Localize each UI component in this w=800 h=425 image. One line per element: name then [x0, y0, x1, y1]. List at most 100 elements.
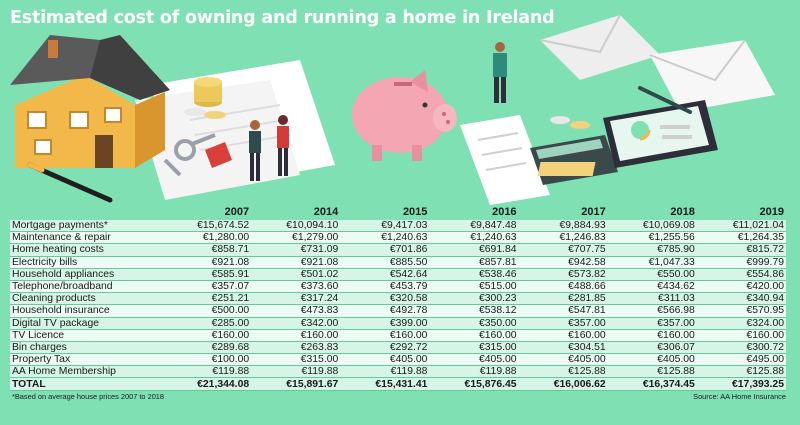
cost-cell: €160.00 — [340, 329, 430, 342]
cost-cell: €251.21 — [162, 292, 252, 306]
cost-cell: €100.00 — [162, 353, 252, 367]
cost-cell: €515.00 — [429, 280, 519, 294]
row-label: Household appliances — [10, 268, 162, 281]
table-row: AA Home Membership €119.88 €119.88 €119.88 €… — [10, 365, 786, 379]
cost-cell: €317.24 — [251, 292, 341, 306]
cost-cell: €573.82 — [518, 268, 608, 281]
cost-cell: €300.23 — [429, 292, 519, 306]
total-cell: €15,431.41 — [340, 377, 430, 391]
cost-cell: €320.58 — [340, 292, 430, 306]
bills-paper — [460, 115, 550, 205]
cost-cell: €125.88 — [696, 365, 786, 379]
cost-cell: €160.00 — [696, 329, 786, 342]
cost-cell: €119.88 — [251, 365, 341, 379]
cost-cell: €160.00 — [607, 329, 697, 342]
row-label: Property Tax — [10, 353, 162, 367]
cost-cell: €119.88 — [162, 365, 252, 379]
cost-cell: €342.00 — [251, 317, 341, 330]
cost-cell: €1,264.35 — [696, 231, 786, 245]
cost-cell: €547.81 — [518, 304, 608, 318]
cost-cell: €315.00 — [251, 353, 341, 367]
cost-cell: €304.51 — [518, 341, 608, 355]
cost-cell: €315.00 — [429, 341, 519, 355]
row-label: Home heating costs — [10, 243, 162, 257]
cost-table: 2007 2014 2015 2016 2017 2018 2019 Mortg… — [10, 205, 786, 391]
table-row: Household appliances €585.91 €501.02 €542.6… — [10, 268, 786, 281]
phone-icon — [603, 100, 718, 168]
cost-cell: €405.00 — [518, 353, 608, 367]
couple-figures — [249, 115, 289, 181]
cost-cell: €9,884.93 — [518, 220, 608, 233]
cost-cell: €566.98 — [607, 304, 697, 318]
table-row: TV Licence €160.00 €160.00 €160.00 €160.00 €1… — [10, 329, 786, 342]
total-cell: €15,876.45 — [429, 377, 519, 391]
cost-cell: €357.07 — [162, 280, 252, 294]
cost-cell: €550.00 — [607, 268, 697, 281]
cost-cell: €921.08 — [162, 256, 252, 269]
cost-cell: €160.00 — [518, 329, 608, 342]
cost-cell: €160.00 — [251, 329, 341, 342]
cost-cell: €125.88 — [607, 365, 697, 379]
cost-cell: €585.91 — [162, 268, 252, 281]
cost-cell: €357.00 — [518, 317, 608, 330]
cost-cell: €350.00 — [429, 317, 519, 330]
cost-cell: €119.88 — [340, 365, 430, 379]
cost-cell: €281.85 — [518, 292, 608, 306]
table-row: Property Tax €100.00 €315.00 €405.00 €405.00… — [10, 353, 786, 367]
cost-cell: €15,674.52 — [162, 220, 252, 233]
cost-cell: €1,047.33 — [607, 256, 697, 269]
cost-cell: €554.86 — [696, 268, 786, 281]
label-column-header — [10, 205, 162, 220]
headline: Estimated cost of owning and running a h… — [10, 8, 555, 28]
table-body: Mortgage payments* €15,674.52 €10,094.10 €9… — [10, 220, 786, 391]
cost-cell: €311.03 — [607, 292, 697, 306]
table-row: Bin charges €289.68 €263.83 €292.72 €315.00 €… — [10, 341, 786, 355]
year-header: 2015 — [402, 206, 428, 218]
total-cell: €16,374.45 — [607, 377, 697, 391]
year-header-row: 2007 2014 2015 2016 2017 2018 2019 — [10, 205, 786, 220]
year-header: 2016 — [492, 206, 517, 218]
table-row: Cleaning products €251.21 €317.24 €320.58 €3… — [10, 292, 786, 306]
row-label: Maintenance & repair — [10, 231, 162, 245]
coin-icon — [550, 116, 570, 124]
row-label: Electricity bills — [10, 256, 162, 269]
cost-cell: €495.00 — [696, 353, 786, 367]
table-row: Electricity bills €921.08 €921.08 €885.50 €8… — [10, 256, 786, 269]
table-row: Home heating costs €858.71 €731.09 €701.86 €… — [10, 243, 786, 257]
cost-cell: €707.75 — [518, 243, 608, 257]
cost-cell: €399.00 — [340, 317, 430, 330]
cost-cell: €570.95 — [696, 304, 786, 318]
table-row: Maintenance & repair €1,280.00 €1,279.00 €1… — [10, 231, 786, 245]
cost-cell: €857.81 — [429, 256, 519, 269]
cost-cell: €9,417.03 — [340, 220, 430, 233]
cost-cell: €1,240.63 — [340, 231, 430, 245]
cost-cell: €1,280.00 — [162, 231, 252, 245]
cost-cell: €885.50 — [340, 256, 430, 269]
cost-cell: €11,021.04 — [696, 220, 786, 233]
year-header: 2007 — [224, 206, 250, 218]
row-label: AA Home Membership — [10, 365, 162, 379]
total-label: TOTAL — [10, 377, 162, 391]
row-label: Telephone/broadband — [10, 280, 162, 294]
table-row: Mortgage payments* €15,674.52 €10,094.10 €9… — [10, 220, 786, 233]
cost-cell: €488.66 — [518, 280, 608, 294]
cost-cell: €492.78 — [340, 304, 430, 318]
year-header: 2018 — [670, 206, 695, 218]
cost-cell: €405.00 — [607, 353, 697, 367]
pen-icon-2 — [638, 86, 692, 114]
cost-cell: €921.08 — [251, 256, 341, 269]
cost-cell: €263.83 — [251, 341, 341, 355]
table-row: Household insurance €500.00 €473.83 €492.78… — [10, 304, 786, 318]
cost-cell: €858.71 — [162, 243, 252, 257]
cost-cell: €405.00 — [340, 353, 430, 367]
cost-cell: €300.72 — [696, 341, 786, 355]
source-note: Source: AA Home Insurance — [693, 392, 786, 401]
illustration — [10, 14, 775, 205]
house-illustration — [10, 35, 170, 168]
cost-cell: €815.72 — [696, 243, 786, 257]
cost-cell: €538.46 — [429, 268, 519, 281]
cost-cell: €324.00 — [696, 317, 786, 330]
cost-cell: €500.00 — [162, 304, 252, 318]
cost-cell: €691.84 — [429, 243, 519, 257]
table-row: Digital TV package €285.00 €342.00 €399.00 €… — [10, 317, 786, 330]
